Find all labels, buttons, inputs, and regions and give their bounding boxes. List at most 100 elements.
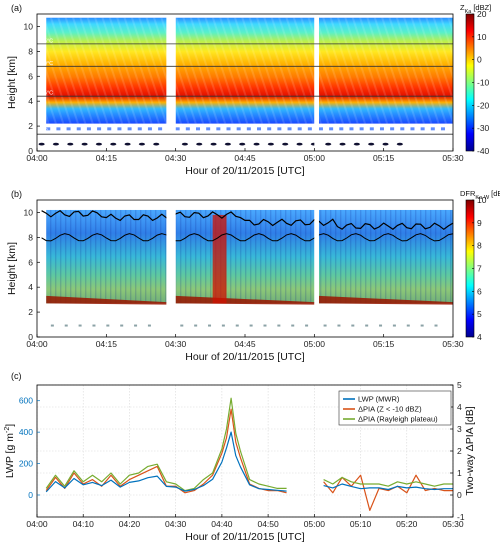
legend-entry: ΔPIA (Rayleigh plateau) <box>358 415 438 424</box>
low-echo <box>76 127 81 131</box>
low-echo <box>194 324 198 327</box>
x-tick-label: 04:30 <box>165 339 187 349</box>
surface-clutter <box>267 142 274 146</box>
panel-a-colorbar: 20 10 0 -10 -20 -30 -40 ZKa [dBZ] <box>460 3 491 156</box>
melting-band <box>175 295 315 305</box>
data-gap <box>314 14 319 151</box>
low-echo <box>267 127 272 131</box>
low-echo <box>351 324 355 327</box>
surface-clutter <box>353 142 360 146</box>
surface-clutter <box>38 142 45 146</box>
x-tick-label: 05:20 <box>396 519 418 529</box>
low-echo <box>196 127 201 131</box>
panel-b-y-label: Height [km] <box>6 242 18 295</box>
colorbar-tick-label: 8 <box>477 241 482 251</box>
panel-c-series <box>45 397 453 511</box>
x-tick-label: 04:50 <box>257 519 279 529</box>
surface-clutter <box>110 142 117 146</box>
low-echo <box>56 127 61 131</box>
x-tick-label: 04:30 <box>165 519 187 529</box>
texture-overlay <box>318 17 453 124</box>
panel-a-y-label: Height [km] <box>6 56 18 109</box>
low-echo <box>208 324 212 327</box>
low-echo <box>134 324 138 327</box>
low-echo <box>420 324 424 327</box>
dfr-field <box>41 200 454 337</box>
panel-a-y-ticks: 0 2 4 6 8 10 <box>24 21 40 156</box>
right-y-tick-label: -1 <box>457 512 465 522</box>
panel-c: (c) 04:00 04:10 04:20 04:30 04:40 04:50 05:00 0… <box>4 371 476 543</box>
low-echo <box>46 127 51 131</box>
panel-b-label: (b) <box>11 189 22 199</box>
y-tick-label: 10 <box>24 21 34 31</box>
low-echo <box>66 127 71 131</box>
y-tick-label: 4 <box>28 282 33 292</box>
panel-c-right-y-ticks: -1 0 1 2 3 4 5 <box>450 380 465 522</box>
reflectivity-field <box>38 14 453 151</box>
panel-c-right-y-label: Two-way ΔPIA [dB] <box>464 406 476 495</box>
low-echo <box>221 324 225 327</box>
colorbar-title-main: DFR <box>460 189 476 198</box>
low-echo <box>127 127 132 131</box>
series-line-0 <box>45 431 453 493</box>
y-tick-label: 4 <box>28 96 33 106</box>
panel-b-colorbar: 10 9 8 7 6 5 4 DFRKa-W[dB] <box>460 189 500 342</box>
colorbar-title-main: Z <box>460 3 465 12</box>
lwp-label-end: ] <box>4 424 16 427</box>
low-echo <box>226 127 231 131</box>
surface-clutter <box>95 142 102 146</box>
panel-a-x-label: Hour of 20/11/2015 [UTC] <box>185 165 305 177</box>
isotherm-label: 0°C <box>39 129 48 135</box>
y-tick-label: 10 <box>24 207 34 217</box>
y-tick-label: 2 <box>28 121 33 131</box>
x-tick-label: 04:20 <box>119 519 141 529</box>
colorbar-tick-label: -20 <box>477 100 490 110</box>
surface-clutter <box>124 142 131 146</box>
legend-entry: ΔPIA (Z < -10 dBZ) <box>358 405 422 414</box>
colorbar-tick-label: 10 <box>477 32 487 42</box>
texture-overlay <box>318 209 453 304</box>
low-echo <box>305 324 309 327</box>
surface-clutter <box>81 142 88 146</box>
colorbar-title-sub: Ka-W <box>475 195 490 201</box>
colorbar-tick-label: 9 <box>477 218 482 228</box>
surface-clutter <box>296 142 303 146</box>
x-tick-label: 05:15 <box>373 153 395 163</box>
low-echo <box>92 324 96 327</box>
low-echo <box>263 324 267 327</box>
series-line-2 <box>45 397 453 492</box>
low-echo <box>106 324 110 327</box>
low-echo <box>430 127 435 131</box>
colorbar-tick-label: 0 <box>477 55 482 65</box>
low-echo <box>107 127 112 131</box>
surface-clutter <box>181 142 188 146</box>
surface-clutter <box>52 142 59 146</box>
colorbar-tick-label: -10 <box>477 78 490 88</box>
colorbar-title: ZKa [dBZ] <box>460 3 491 15</box>
low-echo <box>246 127 251 131</box>
low-echo <box>257 127 262 131</box>
panel-a-label: (a) <box>11 3 22 13</box>
low-echo <box>291 324 295 327</box>
legend-box <box>338 390 452 426</box>
low-echo <box>50 324 54 327</box>
texture-overlay <box>46 209 167 304</box>
x-tick-label: 04:30 <box>165 153 187 163</box>
surface-clutter <box>239 142 246 146</box>
x-tick-label: 04:45 <box>234 339 256 349</box>
y-tick-label: 0 <box>28 146 33 156</box>
low-echo <box>86 127 91 131</box>
low-echo <box>235 324 239 327</box>
panel-c-left-y-ticks: 0 200 400 600 <box>19 396 40 500</box>
panel-c-x-ticks: 04:00 04:10 04:20 04:30 04:40 04:50 05:00 05:10… <box>26 514 464 529</box>
data-gap <box>166 14 176 151</box>
low-echo <box>277 324 281 327</box>
low-echo <box>318 127 323 131</box>
texture-overlay <box>46 17 167 124</box>
y-tick-label: 6 <box>28 71 33 81</box>
panel-c-label: (c) <box>11 371 22 381</box>
isotherm-label: -45°C <box>39 38 53 44</box>
low-echo <box>440 127 445 131</box>
panel-b-x-ticks: 04:00 04:15 04:30 04:45 05:00 05:15 05:30 <box>26 334 464 349</box>
low-echo <box>369 127 374 131</box>
